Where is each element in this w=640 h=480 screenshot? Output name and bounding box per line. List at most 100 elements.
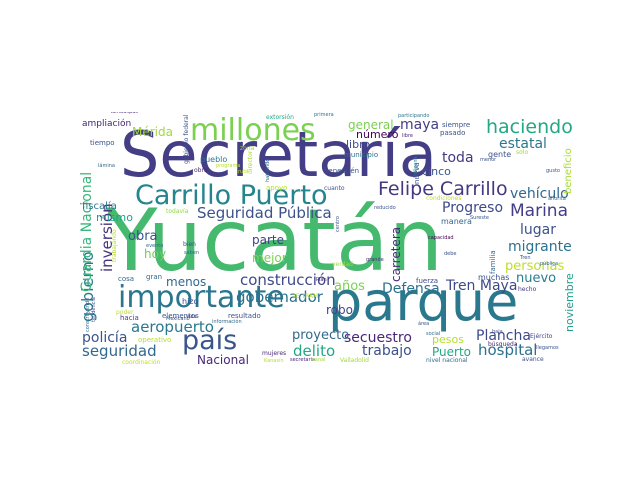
word: nueva [413,162,421,184]
word: Guardia Nacional [80,171,95,292]
word: carretera [389,226,403,282]
word: poder [116,309,134,316]
word: ahorita [548,196,566,202]
word: obra [128,229,158,244]
word: grande [366,257,384,263]
word: coordinación [122,359,161,366]
word: personas [505,259,565,274]
word: fiscalía [82,201,117,212]
word: Mexicano [166,316,190,322]
word: construcción [240,271,336,289]
word: pública [540,261,559,267]
word: Secretaría [120,118,437,191]
word-cloud: Yucatán Secretaría parque millones Carri… [80,112,578,368]
word: haciendo [486,116,573,138]
word: mujeres [262,350,287,357]
word: Marina [510,201,568,221]
word: primera [314,112,334,118]
word: social [426,331,441,337]
word: robo [326,303,353,317]
word: maya [400,117,440,133]
word: gran [146,273,163,281]
word: gobernador [236,288,323,306]
word: canal [312,357,326,363]
word: vehículo [510,186,569,202]
word: lugar [520,222,556,238]
word: proyecto [292,328,350,343]
word: familia [489,250,497,274]
word: aeropuerto [131,318,214,336]
word: trabajando [111,229,118,262]
word: pesos [432,333,464,346]
word: bien [183,241,196,248]
word: ampliación [82,119,132,129]
word: hecho [518,286,537,293]
word: llegamos [536,345,559,351]
word: IE TRAM [294,293,319,300]
word: obra [194,167,208,174]
word: nivel nacional [426,357,468,364]
word: tendencia [91,297,97,322]
word: solo [516,149,529,156]
word: director [247,150,254,174]
word: centro [335,216,341,232]
word: fuerza [416,277,439,285]
word: condiciones [426,195,462,202]
word: delito [293,342,336,360]
word: elementos [162,312,199,320]
word: información [212,319,242,325]
word: baja [492,329,503,335]
word: Felipe Carrillo [378,178,508,200]
word: gusto [546,168,560,174]
word: cosa [118,275,135,283]
word: Tamaulipas [110,112,139,115]
word: hospital [478,341,538,359]
word: número [356,128,399,141]
word: municipio [344,151,379,159]
word: Ejército [530,333,553,340]
word: evento [146,243,164,249]
word: Plan [316,277,327,283]
word: henequén [324,167,360,175]
word: libre [402,133,413,139]
word: trabajo [362,343,412,359]
word: toda [442,150,474,166]
word: pasado [440,129,466,137]
word: programa [216,163,241,169]
word: hablando [265,158,271,182]
word: beneficio [563,148,574,194]
word: hizo [182,297,199,306]
word: Yucatán [105,191,444,291]
word: avance [522,356,544,363]
word: parque [328,270,519,333]
word: Nacional [197,353,249,367]
word: policía [82,330,128,346]
word: migrante [508,239,572,255]
word: Sureste [470,215,490,221]
word: menos [166,275,207,289]
word: Kanasín [264,358,284,364]
word: secuestro [344,330,412,346]
word: Valladolid [340,357,369,364]
word: Seguridad Pública [197,204,332,222]
word: área [418,321,430,327]
word: Puerto [432,345,471,359]
word: noviembre [563,273,576,332]
word: participando [398,113,430,119]
word: nuevo [516,271,557,286]
word: Defensa [382,281,440,297]
word: saben [184,250,200,256]
word: operativo [138,336,172,344]
word: capacidad [428,235,454,241]
word: mejor [252,251,287,265]
word: siempre [442,121,471,129]
word: verdad [332,261,353,268]
word: cuanto [324,185,345,192]
word: hoy [144,247,167,261]
word: zona [240,145,255,152]
word: lámina [98,163,115,169]
word: Progreso [442,200,504,216]
word: resultado [228,312,261,320]
word: parte [252,233,284,247]
word: seguridad [82,342,157,360]
